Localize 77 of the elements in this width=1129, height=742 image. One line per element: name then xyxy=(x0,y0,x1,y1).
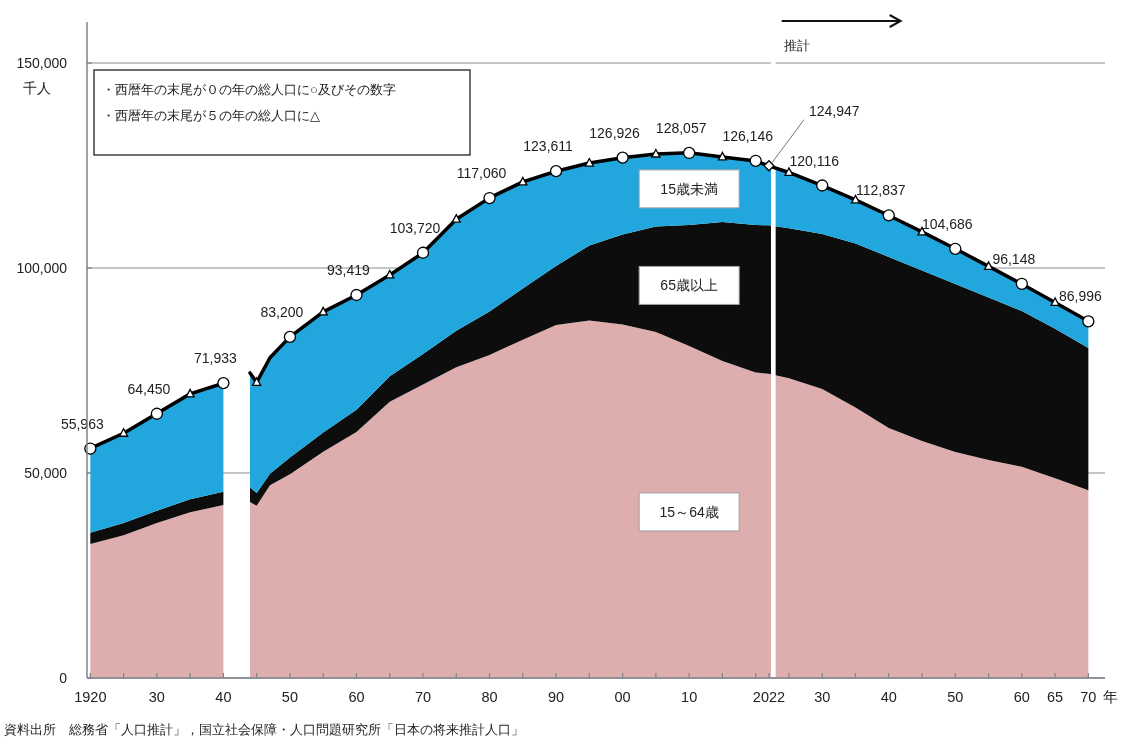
x-tick-label: 80 xyxy=(481,689,498,705)
point xyxy=(584,157,594,167)
series-label: 65歳以上 xyxy=(660,277,718,294)
data-label: 126,926 xyxy=(589,124,641,141)
data-label: 112,837 xyxy=(855,182,906,199)
point xyxy=(882,209,895,222)
data-label: 104,686 xyxy=(921,215,973,232)
x-tick-label: 60 xyxy=(1013,689,1030,705)
data-label: 71,933 xyxy=(193,350,238,367)
point xyxy=(683,146,696,160)
point xyxy=(983,261,994,271)
text: 資料出所 総務省「人口推計」，国立社会保障・人口問題研究所「日本の将来推計人口」 xyxy=(4,722,524,737)
point xyxy=(451,214,461,223)
data-label: 86,996 xyxy=(1058,288,1102,305)
point xyxy=(749,154,762,167)
point xyxy=(717,151,728,161)
point xyxy=(350,288,363,302)
x-axis-title: 年 xyxy=(1103,689,1119,705)
point xyxy=(416,246,430,259)
y-axis-title: 千人 xyxy=(23,80,51,96)
note-box: ・西暦年の末尾が０の年の総人口に○及びその数字 ・西暦年の末尾が５の年の総人口に△ xyxy=(93,69,471,156)
x-tick-label: 1920 xyxy=(74,689,107,705)
data-label: 117,060 xyxy=(456,165,507,182)
y-tick-label: 50,000 xyxy=(24,465,68,481)
annotation: ・西暦年の末尾が５の年の総人口に△ xyxy=(102,108,320,123)
point xyxy=(1082,315,1095,328)
point xyxy=(217,376,230,390)
point xyxy=(549,165,563,178)
point xyxy=(118,428,129,437)
point xyxy=(949,242,962,255)
point xyxy=(150,407,164,420)
point xyxy=(816,179,829,192)
y-tick-label: 100,000 xyxy=(16,260,68,276)
series-label: 15～64歳 xyxy=(659,503,719,520)
data-label: 124,947 xyxy=(808,102,860,119)
x-tick-label: 10 xyxy=(681,689,698,705)
x-tick-label: 2022 xyxy=(752,689,786,705)
point xyxy=(318,306,328,316)
data-label: 128,057 xyxy=(655,119,707,136)
x-tick-label: 65 xyxy=(1047,689,1064,705)
y-tick-label: 0 xyxy=(59,670,68,686)
x-tick-label: 90 xyxy=(548,689,565,705)
x-tick-label: 40 xyxy=(215,689,232,705)
point xyxy=(385,269,395,279)
x-tick-label: 00 xyxy=(614,689,631,705)
annotation: 推計 xyxy=(783,38,810,53)
point xyxy=(185,388,195,398)
data-label: 103,720 xyxy=(389,219,441,236)
y-tick-label: 150,000 xyxy=(16,55,68,71)
x-tick-label: 30 xyxy=(148,689,165,705)
point xyxy=(483,191,496,205)
x-tick-label: 30 xyxy=(814,689,831,705)
point xyxy=(283,330,297,344)
point xyxy=(252,377,262,387)
point xyxy=(651,148,661,158)
x-tick-label: 70 xyxy=(414,689,432,705)
data-label: 83,200 xyxy=(260,303,304,320)
point xyxy=(1050,297,1060,307)
point xyxy=(763,160,775,172)
annotation: ・西暦年の末尾が０の年の総人口に○及びその数字 xyxy=(102,82,396,97)
point xyxy=(784,167,794,177)
point xyxy=(616,151,629,164)
data-label: 120,116 xyxy=(789,152,840,169)
x-tick-label: 50 xyxy=(281,689,298,705)
point xyxy=(1015,277,1028,290)
x-tick-label: 60 xyxy=(348,689,365,705)
data-label: 55,963 xyxy=(60,415,104,432)
data-label: 126,146 xyxy=(722,127,774,144)
x-tick-label: 50 xyxy=(947,689,964,705)
data-label: 123,611 xyxy=(523,138,574,155)
x-tick-label: 40 xyxy=(880,689,897,705)
point xyxy=(518,176,528,186)
data-label: 96,148 xyxy=(992,250,1036,267)
x-tick-label: 70 xyxy=(1080,689,1097,705)
data-label: 93,419 xyxy=(327,261,371,278)
data-label: 64,450 xyxy=(127,380,171,397)
series-label: 15歳未満 xyxy=(660,180,718,197)
